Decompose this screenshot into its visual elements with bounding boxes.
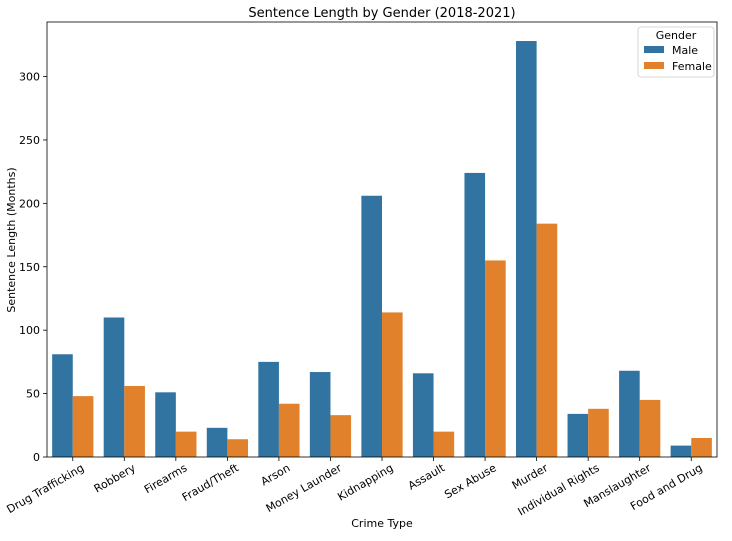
y-axis: 0 50 100 150 200 250 300 [19,71,47,464]
bar-female-firearms [175,431,197,457]
bar-male-manslaughter [619,370,640,457]
bar-male-food-and-drug [670,445,692,457]
bar-female-murder [536,223,558,457]
legend-title: Gender [656,29,697,42]
bar-male-arson [258,361,279,457]
x-tick-label-sex-abuse: Sex Abuse [442,461,499,501]
y-tick-label: 250 [19,134,40,147]
y-tick-label: 300 [19,71,40,84]
bar-female-robbery [124,385,145,457]
bar-female-money-launder [330,415,352,457]
bar-male-kidnapping [361,195,382,457]
bar-female-assault [433,431,455,457]
y-tick-label: 50 [26,388,40,401]
y-tick-label: 200 [19,197,40,210]
y-axis-label: Sentence Length (Months) [5,167,18,312]
y-tick-label: 150 [19,261,40,274]
legend-label-female: Female [672,60,712,73]
bar-female-manslaughter [639,399,661,457]
bar-male-assault [412,373,434,457]
x-tick-label-murder: Murder [510,461,551,492]
x-tick-label-robbery: Robbery [92,461,138,495]
bar-female-food-and-drug [691,437,712,457]
y-tick-label: 100 [19,324,40,337]
bar-female-individual-rights [588,408,609,457]
bar-male-money-launder [309,372,331,457]
bar-male-firearms [155,392,176,457]
x-tick-label-kidnapping: Kidnapping [335,461,395,503]
bar-male-sex-abuse [464,172,486,458]
bars-group [52,41,712,458]
x-axis: Drug Trafficking Robbery FirearmsFraud/The… [5,457,705,518]
bar-male-robbery [103,317,125,457]
x-tick-label-fraud-theft: Fraud/Theft [180,461,242,504]
x-tick-label-assault: Assault [406,461,448,493]
x-axis-label: Crime Type [351,517,413,530]
bar-female-drug-trafficking [72,396,94,457]
y-tick-label: 0 [33,451,40,464]
legend: Gender Male Female [637,26,715,78]
legend-swatch-female [644,62,664,69]
bar-female-sex-abuse [485,260,506,457]
bar-female-kidnapping [382,312,403,457]
bar-female-fraud-theft [227,439,248,457]
legend-swatch-male [644,46,664,53]
plot-frame [46,21,718,458]
x-tick-label-arson: Arson [259,461,293,488]
bar-male-fraud-theft [206,427,228,457]
bar-male-drug-trafficking [52,354,73,457]
bar-male-murder [516,41,537,458]
legend-label-male: Male [672,44,698,57]
bar-male-individual-rights [567,413,589,457]
x-tick-label-drug-trafficking: Drug Trafficking [5,461,87,516]
bar-female-arson [278,403,300,457]
chart-title: Sentence Length by Gender (2018-2021) [248,6,515,21]
